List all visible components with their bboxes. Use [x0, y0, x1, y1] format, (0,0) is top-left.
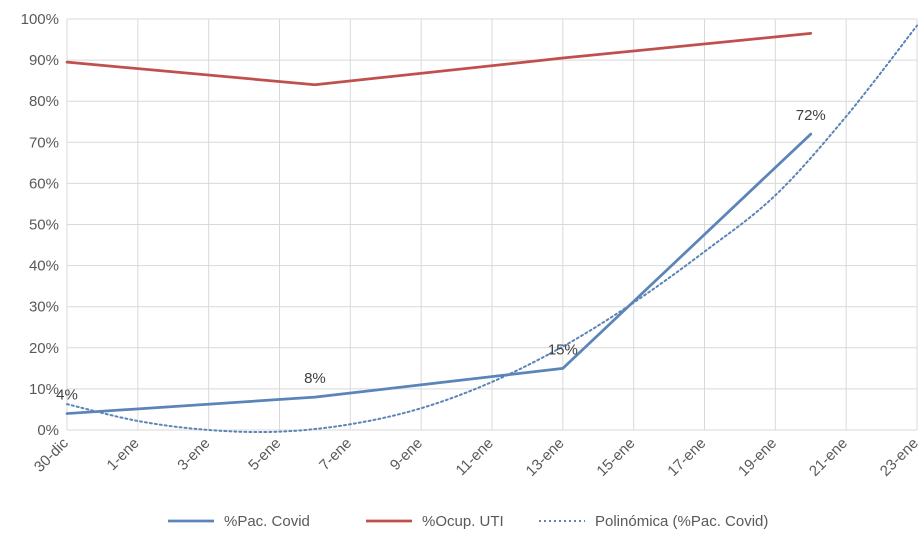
x-tick-label: 23-ene [877, 435, 918, 480]
y-tick-label: 60% [29, 175, 59, 192]
y-tick-label: 30% [29, 299, 59, 316]
series-line-2 [66, 24, 918, 434]
x-tick-label: 17-ene [664, 435, 709, 480]
y-tick-label: 40% [29, 258, 59, 275]
y-tick-label: 100% [21, 11, 59, 28]
y-tick-label: 0% [37, 422, 59, 439]
legend-label-2: Polinómica (%Pac. Covid) [595, 513, 768, 530]
x-tick-label: 21-ene [806, 435, 851, 480]
y-tick-label: 10% [29, 381, 59, 398]
x-tick-label: 15-ene [593, 435, 638, 480]
x-tick-label: 13-ene [523, 435, 568, 480]
y-tick-label: 20% [29, 340, 59, 357]
x-tick-label: 30-dic [31, 434, 72, 475]
data-label: 72% [796, 107, 826, 124]
x-tick-label: 11-ene [453, 435, 497, 479]
x-tick-label: 5-ene [245, 435, 284, 474]
x-tick-label: 1-ene [104, 435, 143, 474]
axes: 0% 10% 20% 30% 40% 50% 60% 70% 80% 90% 100% 30-dic 1… [21, 11, 918, 480]
data-label: 4% [56, 387, 78, 404]
series-line-1 [65, 32, 813, 87]
legend-label-1: %Ocup. UTI [422, 513, 504, 530]
y-tick-label: 70% [29, 134, 59, 151]
x-tick-label: 9-ene [387, 435, 426, 474]
grid [66, 18, 918, 431]
data-labels: 4% 8% 15% 72% [56, 107, 826, 403]
x-tick-label: 3-ene [174, 435, 213, 474]
legend: %Pac. Covid %Ocup. UTI Polinómica (%Pac. C… [168, 513, 768, 530]
x-tick-label: 7-ene [316, 435, 355, 474]
y-tick-label: 50% [29, 217, 59, 234]
x-tick-label: 19-ene [735, 435, 780, 480]
series-line-0 [65, 132, 813, 415]
series-lines [65, 24, 918, 434]
y-tick-label: 80% [29, 93, 59, 110]
y-tick-label: 90% [29, 52, 59, 69]
data-label: 8% [304, 370, 326, 387]
data-label: 15% [548, 341, 578, 358]
legend-label-0: %Pac. Covid [224, 513, 310, 530]
